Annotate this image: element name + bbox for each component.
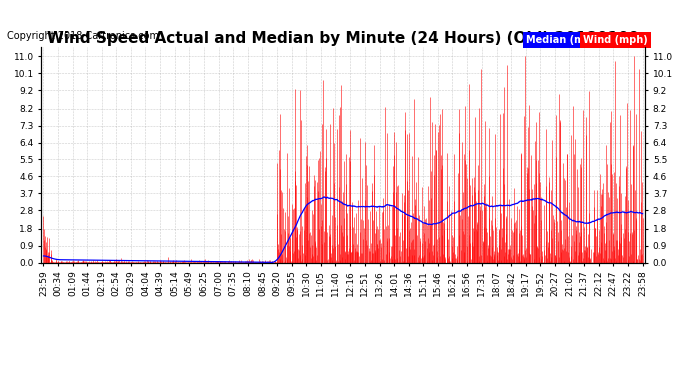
Text: Wind (mph): Wind (mph) xyxy=(583,35,648,45)
Title: Wind Speed Actual and Median by Minute (24 Hours) (Old) 20180109: Wind Speed Actual and Median by Minute (… xyxy=(47,31,640,46)
Text: Copyright 2018 Cartronics.com: Copyright 2018 Cartronics.com xyxy=(7,32,159,41)
Text: Median (mph): Median (mph) xyxy=(526,35,602,45)
